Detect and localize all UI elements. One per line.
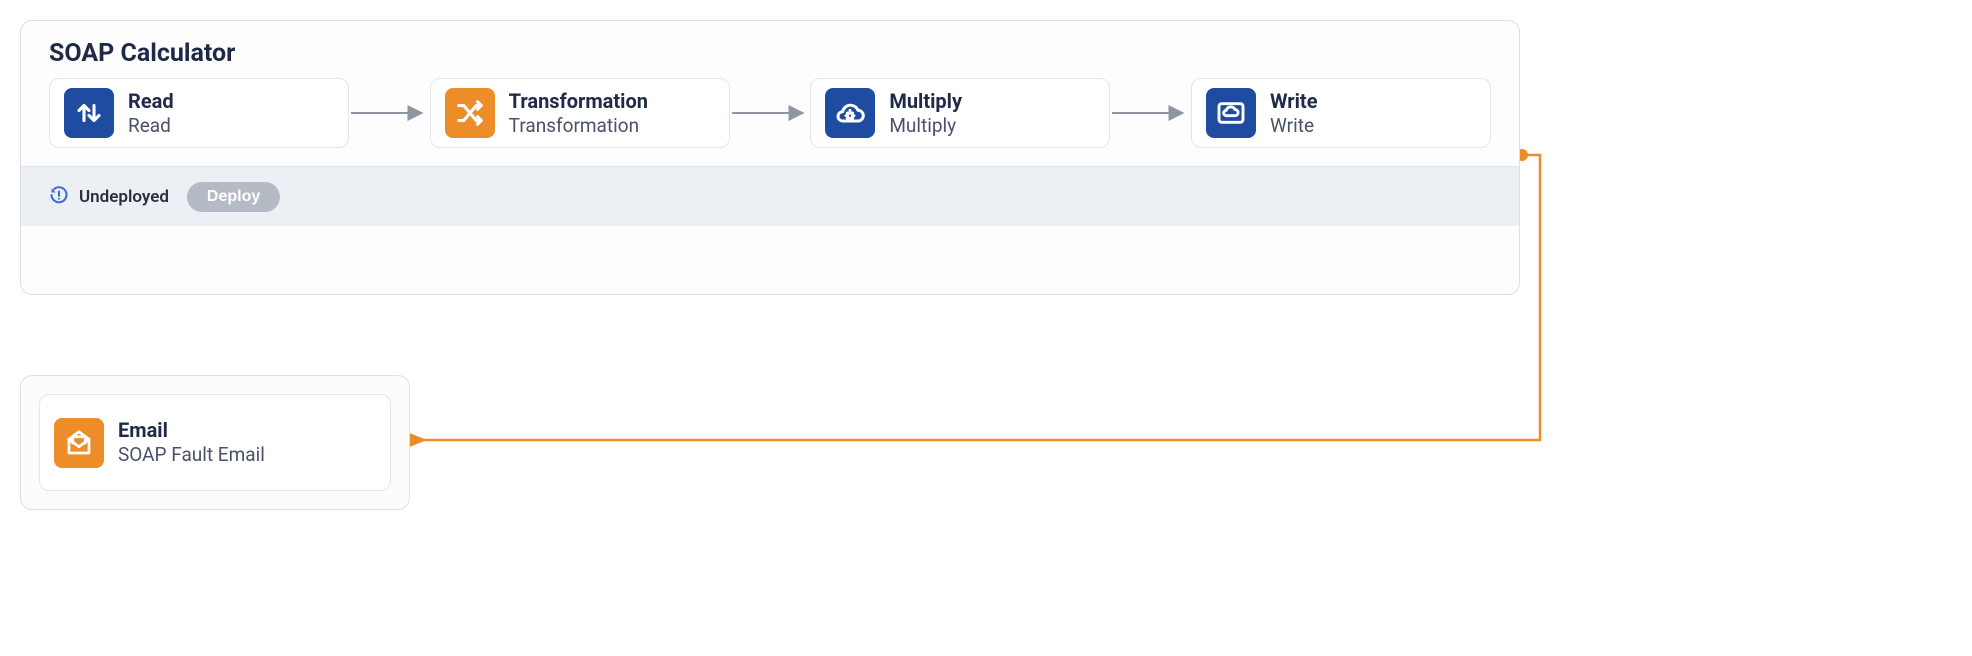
updown-icon — [64, 88, 114, 138]
node-label: Read — [128, 89, 174, 114]
status-text: Undeployed — [79, 187, 169, 207]
mail-icon — [54, 418, 104, 468]
node-label: Email — [118, 418, 265, 443]
node-sub: Transformation — [509, 114, 648, 138]
flow-row: Read Read — [21, 78, 1519, 166]
node-label: Write — [1270, 89, 1317, 114]
node-transformation[interactable]: Transformation Transformation — [430, 78, 730, 148]
node-multiply[interactable]: Multiply Multiply — [810, 78, 1110, 148]
fault-panel: Email SOAP Fault Email — [20, 375, 410, 510]
node-label: Transformation — [509, 89, 648, 114]
node-write[interactable]: Write Write — [1191, 78, 1491, 148]
workflow-panel: SOAP Calculator Read Read — [20, 20, 1520, 295]
shuffle-icon — [445, 88, 495, 138]
node-sub: SOAP Fault Email — [118, 443, 265, 467]
arrow — [349, 112, 430, 114]
deploy-button[interactable]: Deploy — [187, 182, 280, 212]
node-label: Multiply — [889, 89, 962, 114]
workflow-canvas: SOAP Calculator Read Read — [20, 20, 1552, 540]
node-sub: Read — [128, 114, 174, 138]
status-bar: Undeployed Deploy — [21, 166, 1519, 226]
cloud-frame-icon — [1206, 88, 1256, 138]
cloud-gear-icon — [825, 88, 875, 138]
arrow — [1110, 112, 1191, 114]
node-read[interactable]: Read Read — [49, 78, 349, 148]
node-sub: Write — [1270, 114, 1317, 138]
node-email[interactable]: Email SOAP Fault Email — [39, 394, 391, 491]
arrow — [730, 112, 811, 114]
node-sub: Multiply — [889, 114, 962, 138]
undeployed-icon — [49, 185, 69, 209]
workflow-title: SOAP Calculator — [21, 21, 1519, 78]
